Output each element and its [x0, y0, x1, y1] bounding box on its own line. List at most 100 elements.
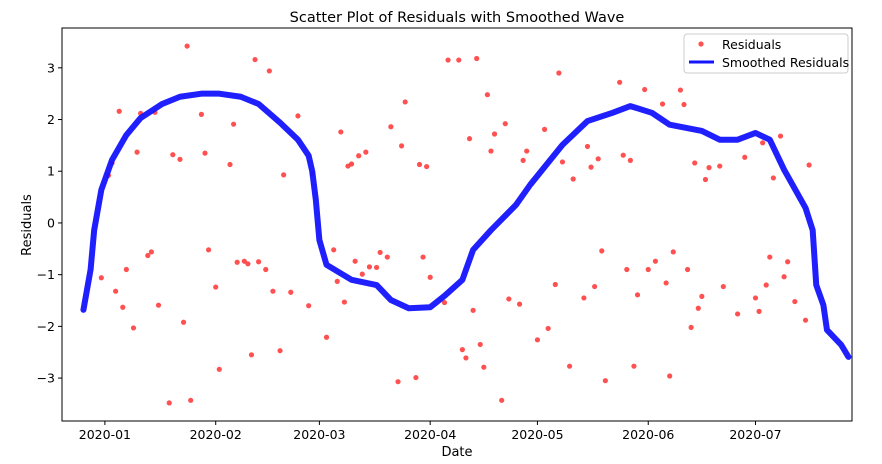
residual-point: [588, 164, 594, 170]
x-tick-label: 2020-01: [79, 427, 131, 442]
residual-point: [227, 161, 233, 168]
residual-point: [567, 363, 573, 369]
residual-point: [277, 348, 283, 354]
residual-point: [248, 352, 255, 358]
residual-point: [427, 274, 433, 280]
residual-point: [770, 175, 776, 181]
residual-point: [356, 153, 362, 159]
residual-point: [420, 254, 426, 260]
residual-point: [363, 149, 369, 155]
y-axis: −3 −2 −1 0 1 2 3: [37, 60, 62, 386]
y-tick-label: −3: [37, 371, 55, 386]
residual-point: [559, 159, 566, 165]
residual-point: [98, 275, 104, 281]
residual-point: [695, 305, 701, 311]
residual-point: [491, 131, 498, 137]
residual-point: [545, 325, 551, 332]
residual-point: [524, 148, 530, 154]
residual-point: [520, 157, 526, 163]
residual-point: [466, 136, 473, 142]
residual-point: [706, 165, 712, 171]
residual-point: [266, 68, 272, 74]
residual-point: [134, 149, 140, 155]
y-tick-label: 3: [47, 60, 55, 75]
residual-point: [717, 163, 723, 169]
residual-point: [481, 364, 487, 370]
residual-point: [180, 319, 187, 325]
residual-point: [170, 152, 176, 158]
residual-point: [802, 317, 809, 323]
residual-point: [177, 156, 183, 162]
residual-point: [234, 259, 240, 265]
residual-point: [184, 43, 190, 49]
residual-point: [792, 298, 798, 305]
x-axis-label: Date: [441, 445, 472, 460]
legend-box: [683, 33, 849, 74]
residual-point: [263, 266, 269, 273]
residual-point: [359, 271, 365, 277]
residual-point: [760, 140, 766, 146]
residual-point: [388, 124, 394, 130]
y-tick-label: −2: [37, 319, 55, 334]
residual-point: [331, 247, 337, 253]
residual-point: [620, 152, 626, 158]
residual-point: [627, 157, 633, 163]
residual-point: [113, 288, 119, 294]
residual-point: [148, 249, 154, 255]
residual-point: [781, 274, 787, 280]
residual-point: [120, 304, 126, 310]
residual-point: [402, 99, 408, 105]
x-tick-label: 2020-04: [404, 427, 456, 442]
residual-point: [230, 121, 237, 127]
residual-point: [166, 400, 172, 406]
residual-point: [323, 334, 330, 340]
residual-point: [306, 303, 312, 309]
residual-point: [398, 143, 405, 149]
residual-point: [617, 79, 623, 85]
residual-point: [488, 148, 494, 154]
residual-point: [785, 259, 791, 265]
residual-point: [659, 101, 666, 107]
residual-point: [699, 293, 705, 299]
residual-point: [445, 57, 451, 63]
smoothed-line: [80, 90, 852, 360]
residual-point: [541, 126, 548, 132]
residual-point: [506, 296, 512, 302]
residual-point: [634, 292, 641, 298]
residual-point: [688, 324, 694, 331]
residual-point: [645, 266, 651, 273]
x-tick-label: 2020-06: [622, 427, 674, 442]
residual-point: [366, 264, 373, 270]
residual-point: [631, 363, 637, 369]
residual-point: [341, 299, 347, 305]
residual-point: [288, 289, 294, 295]
plot-frame: [61, 27, 853, 422]
residual-point: [720, 283, 726, 290]
residual-point: [270, 288, 276, 294]
scatter-points: [98, 43, 812, 406]
residual-point: [584, 143, 591, 150]
residual-point: [205, 247, 212, 253]
residual-point: [516, 301, 523, 307]
residual-point: [463, 355, 469, 361]
residual-point: [684, 266, 691, 273]
residual-point: [202, 150, 208, 156]
residual-point: [241, 258, 247, 264]
residual-point: [499, 397, 505, 403]
residual-point: [474, 55, 480, 62]
residual-point: [777, 133, 784, 139]
residual-point: [756, 308, 762, 314]
x-tick-label: 2020-03: [293, 427, 345, 442]
residual-point: [592, 283, 598, 290]
residual-point: [188, 397, 194, 403]
chart-title: Scatter Plot of Residuals with Smoothed …: [290, 10, 625, 26]
residual-point: [245, 261, 251, 267]
residual-point: [252, 56, 258, 63]
legend-label-smoothed: Smoothed Residuals: [722, 55, 849, 70]
residual-point: [338, 129, 344, 135]
legend: Residuals Smoothed Residuals: [683, 33, 849, 74]
residual-point: [373, 264, 380, 271]
residual-point: [416, 161, 423, 168]
residual-point: [377, 249, 383, 256]
